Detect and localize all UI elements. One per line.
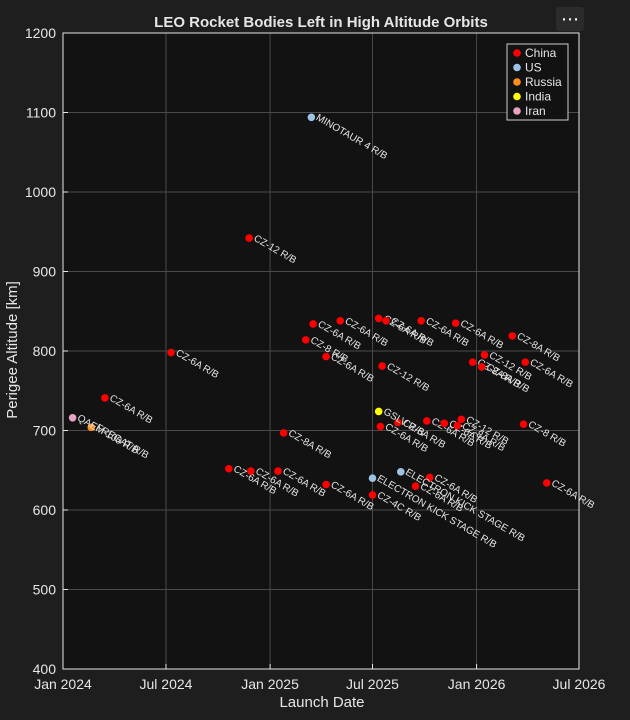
- data-point: [374, 407, 383, 416]
- data-point: [322, 352, 330, 361]
- data-point: [457, 415, 466, 424]
- y-tick-label: 600: [33, 502, 57, 518]
- x-tick-label: Jan 2026: [448, 676, 506, 692]
- data-point: [376, 422, 385, 431]
- data-point: [301, 336, 310, 344]
- data-point: [396, 468, 405, 476]
- data-point: [368, 474, 377, 483]
- data-point: [274, 467, 282, 475]
- data-point: [440, 419, 449, 428]
- data-point: [468, 358, 477, 366]
- plot-area: Jan 2024 Jul 2024 Jan 2025 Jul 2025 Jan 2026…: [25, 25, 606, 692]
- data-point: [542, 479, 551, 487]
- x-tick-label: Jul 2024: [140, 676, 193, 692]
- axes: Jan 2024 Jul 2024 Jan 2025 Jul 2025 Jan 2026…: [25, 25, 606, 692]
- legend-entry: Iran: [525, 104, 546, 118]
- x-tick-label: Jul 2026: [553, 676, 606, 692]
- legend-marker: [513, 63, 521, 72]
- data-point: [417, 316, 425, 325]
- more-horizontal-icon: ⋯: [561, 9, 579, 29]
- y-tick-label: 1200: [25, 25, 56, 41]
- y-tick-label: 500: [33, 582, 57, 598]
- x-tick-label: Jan 2025: [241, 676, 299, 692]
- data-point: [394, 418, 402, 427]
- data-point: [425, 473, 434, 482]
- data-point: [247, 467, 255, 475]
- axes-frame: [62, 32, 580, 670]
- data-point: [374, 314, 383, 323]
- y-tick-label: 400: [33, 661, 57, 677]
- data-point: [411, 482, 420, 490]
- data-point: [477, 363, 486, 371]
- y-tick-label: 1000: [25, 184, 56, 200]
- legend-entry: Russia: [525, 75, 562, 89]
- data-point: [519, 420, 528, 428]
- y-tick-label: 1100: [26, 105, 56, 121]
- data-point: [245, 234, 253, 242]
- y-tick-label: 800: [33, 343, 57, 359]
- data-point: [224, 464, 233, 473]
- data-point: [423, 417, 431, 425]
- data-point: [307, 113, 316, 122]
- data-point: [451, 319, 460, 327]
- data-point: [382, 316, 390, 325]
- legend-marker: [513, 78, 521, 86]
- data-point: [480, 351, 489, 359]
- data-point: [453, 421, 462, 430]
- legend-entry: India: [525, 90, 551, 104]
- data-point: [167, 348, 175, 357]
- legend-marker: [513, 92, 521, 101]
- data-point: [309, 320, 317, 328]
- y-tick-label: 700: [33, 423, 57, 439]
- data-point: [279, 429, 288, 437]
- x-tick-label: Jul 2025: [346, 676, 399, 692]
- data-point: [68, 413, 77, 422]
- data-point: [87, 423, 96, 432]
- x-axis-title: Launch Date: [279, 694, 364, 711]
- data-point: [378, 362, 386, 370]
- data-point: [101, 394, 109, 402]
- legend-entry: China: [525, 46, 557, 60]
- legend-entry: US: [525, 61, 542, 75]
- data-point: [336, 316, 345, 325]
- y-axis-title: Perigee Altitude [km]: [4, 281, 21, 419]
- data-point: [368, 491, 377, 499]
- x-tick-label: Jan 2024: [34, 676, 92, 692]
- legend-marker: [513, 49, 521, 57]
- more-options-button[interactable]: ⋯: [556, 7, 584, 31]
- legend-marker: [513, 107, 521, 115]
- chart-title: LEO Rocket Bodies Left in High Altitude …: [154, 14, 488, 31]
- data-point: [508, 332, 517, 340]
- data-point: [521, 358, 530, 366]
- data-point: [322, 480, 330, 489]
- y-tick-label: 900: [33, 264, 57, 280]
